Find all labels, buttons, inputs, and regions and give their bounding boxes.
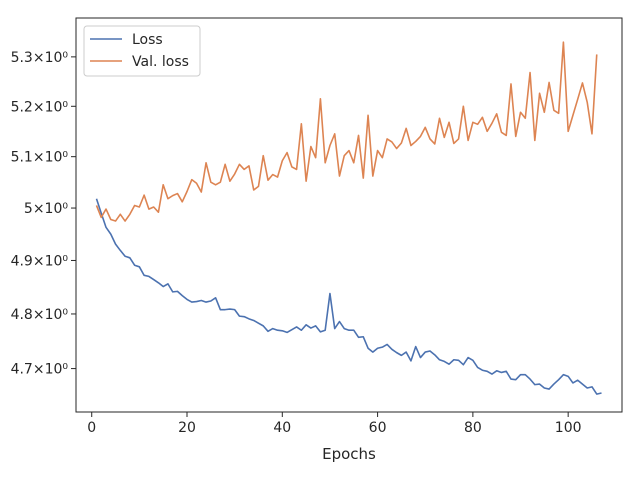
x-tick-label: 80 [464,420,482,436]
legend: Loss Val. loss [83,25,201,77]
x-axis-label: Epochs [322,445,376,463]
plot-frame [75,17,623,413]
series-line-loss [95,198,602,395]
series-layer [95,41,602,395]
x-tick-label: 40 [273,420,291,436]
x-tick-label: 100 [555,420,582,436]
x-tick-label: 60 [369,420,387,436]
legend-label-loss: Loss [132,32,163,48]
y-tick-label: 4.7×10⁰ [11,362,69,378]
x-tick-label: 0 [87,420,96,436]
y-tick-label: 5.1×10⁰ [11,150,69,166]
x-tick-label: 20 [178,420,196,436]
y-tick-label: 4.9×10⁰ [11,253,69,269]
series-line-val-loss [95,41,598,222]
x-axis-ticks: 0 20 40 60 80 100 [87,412,582,436]
y-tick-label: 5×10⁰ [24,201,68,217]
y-tick-label: 5.3×10⁰ [11,50,69,66]
legend-label-val-loss: Val. loss [132,54,189,70]
y-tick-label: 5.2×10⁰ [11,99,69,115]
y-axis-ticks: 4.7×10⁰ 4.8×10⁰ 4.9×10⁰ 5×10⁰ 5.1×10⁰ 5.2×10⁰… [11,50,76,378]
y-tick-label: 4.8×10⁰ [11,307,69,323]
